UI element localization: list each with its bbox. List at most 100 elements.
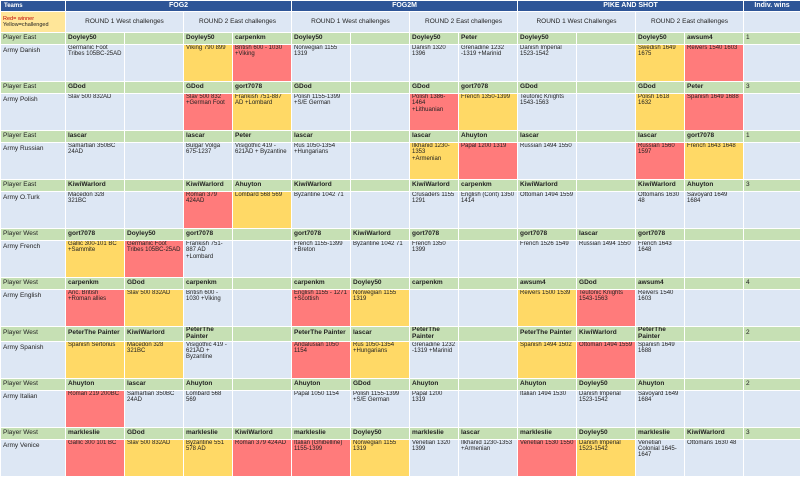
player-cell: [685, 378, 744, 390]
player-cell: [125, 33, 184, 45]
player-cell: Doyley50: [518, 33, 577, 45]
player-cell: gort7078: [636, 229, 685, 241]
army-cell: Danish 1320 1396: [410, 45, 459, 82]
player-cell: KiwiWarlord: [636, 180, 685, 192]
army-cell: Viking 790 899: [184, 45, 233, 82]
army-cell: Ottoman 1494 1559: [577, 341, 636, 378]
army-cell: Grenadine 1232 -1319 +Marinid: [459, 45, 518, 82]
player-cell: Ahuyton: [459, 131, 518, 143]
army-cell: Papal 1050 1154: [292, 390, 351, 427]
player-label: Player East: [1, 180, 66, 192]
player-label: Player West: [1, 427, 66, 439]
player-cell: Doyley50: [184, 33, 233, 45]
army-cell: Papal 1200 1319: [459, 143, 518, 180]
round-header: ROUND 2 East challenges: [636, 12, 744, 33]
army-cell: Reivers 1500 1539: [518, 290, 577, 327]
game-header-fog2m: FOG2M: [292, 1, 518, 12]
player-cell: [459, 278, 518, 290]
round-header: ROUND 1 West Challenges: [518, 12, 636, 33]
army-cell: [577, 94, 636, 131]
army-cell: Papal 1200 1319: [410, 390, 459, 427]
player-cell: lascar: [125, 378, 184, 390]
player-cell: Ahuyton: [518, 378, 577, 390]
army-label: Army Russian: [1, 143, 66, 180]
teams-header: Teams: [1, 1, 66, 12]
army-cell: Russian 1560 1597: [636, 143, 685, 180]
player-cell: Ahuyton: [66, 378, 125, 390]
army-cell: Reivers 1540 1603: [685, 45, 744, 82]
army-cell: Slav 500 832AD: [66, 94, 125, 131]
army-cell: Savoyard 1649 1684: [636, 390, 685, 427]
army-cell: English 1155 - 1271 +Scottish: [292, 290, 351, 327]
army-cell: Visigothic 419 - 621AD + Byzantine: [184, 341, 233, 378]
wins-spacer: [744, 241, 800, 278]
player-cell: Doyley50: [636, 33, 685, 45]
indiv-wins-cell: [744, 229, 800, 241]
army-cell: British 600 - 1030 +Viking: [233, 45, 292, 82]
army-cell: [351, 94, 410, 131]
player-cell: lascar: [292, 131, 351, 143]
player-cell: gort7078: [233, 82, 292, 94]
player-cell: Doyley50: [351, 278, 410, 290]
army-cell: [351, 143, 410, 180]
player-cell: Doyley50: [577, 427, 636, 439]
player-cell: Doyley50: [292, 33, 351, 45]
player-cell: KiwiWarlord: [577, 327, 636, 342]
player-cell: carpenkm: [410, 278, 459, 290]
player-cell: carpenkm: [292, 278, 351, 290]
indiv-wins-cell: 3: [744, 82, 800, 94]
indiv-wins-cell: 1: [744, 33, 800, 45]
player-cell: KiwiWarlord: [292, 180, 351, 192]
player-cell: [125, 82, 184, 94]
player-label: Player West: [1, 278, 66, 290]
army-cell: Reivers 1540 1603: [636, 290, 685, 327]
player-label: Player East: [1, 82, 66, 94]
indiv-wins-cell: 3: [744, 427, 800, 439]
player-cell: PeterThe Painter: [636, 327, 685, 342]
army-cell: French 1350 1399: [410, 241, 459, 278]
player-cell: PeterThe Painter: [410, 327, 459, 342]
player-cell: [577, 180, 636, 192]
player-cell: GDod: [636, 82, 685, 94]
army-cell: Rus 1050-1354 +Hungarians: [351, 341, 410, 378]
army-cell: [459, 241, 518, 278]
army-cell: Germanic Foot Tribes 105BC-25AD: [125, 241, 184, 278]
player-cell: lascar: [66, 131, 125, 143]
player-cell: GDod: [184, 82, 233, 94]
indiv-wins-cell: 4: [744, 278, 800, 290]
army-cell: [351, 45, 410, 82]
player-cell: KiwiWarlord: [518, 180, 577, 192]
legend-red: Red= winner: [3, 16, 34, 22]
player-cell: GDod: [518, 82, 577, 94]
army-cell: Andalusian 1050 1154: [292, 341, 351, 378]
player-cell: GDod: [351, 378, 410, 390]
army-cell: Visigothic 419 - 621AD + Byzantine: [233, 143, 292, 180]
army-cell: [233, 290, 292, 327]
army-cell: Savoyard 1649 1684: [685, 192, 744, 229]
player-cell: markleslie: [410, 427, 459, 439]
army-cell: Danish Imperial 1523-1542: [577, 439, 636, 476]
player-cell: lascar: [184, 131, 233, 143]
player-cell: markleslie: [636, 427, 685, 439]
army-cell: Polish 1618 1632: [636, 94, 685, 131]
player-cell: PeterThe Painter: [518, 327, 577, 342]
player-cell: [577, 131, 636, 143]
army-cell: Italian (Ghibelline) 1155-1399: [292, 439, 351, 476]
army-cell: English (Cont) 1350 1414: [459, 192, 518, 229]
army-cell: [125, 45, 184, 82]
player-cell: KiwiWarlord: [351, 229, 410, 241]
army-cell: Frankish 751-887 AD +Lombard: [233, 94, 292, 131]
army-cell: [459, 341, 518, 378]
army-cell: Bulgar Volga 675-1237: [184, 143, 233, 180]
player-cell: Peter: [233, 131, 292, 143]
army-cell: Teutonic Knights 1543-1563: [577, 290, 636, 327]
army-cell: [459, 290, 518, 327]
player-label: Player West: [1, 229, 66, 241]
player-cell: [233, 327, 292, 342]
army-cell: [233, 341, 292, 378]
army-cell: Byzantine 1042 71: [351, 241, 410, 278]
